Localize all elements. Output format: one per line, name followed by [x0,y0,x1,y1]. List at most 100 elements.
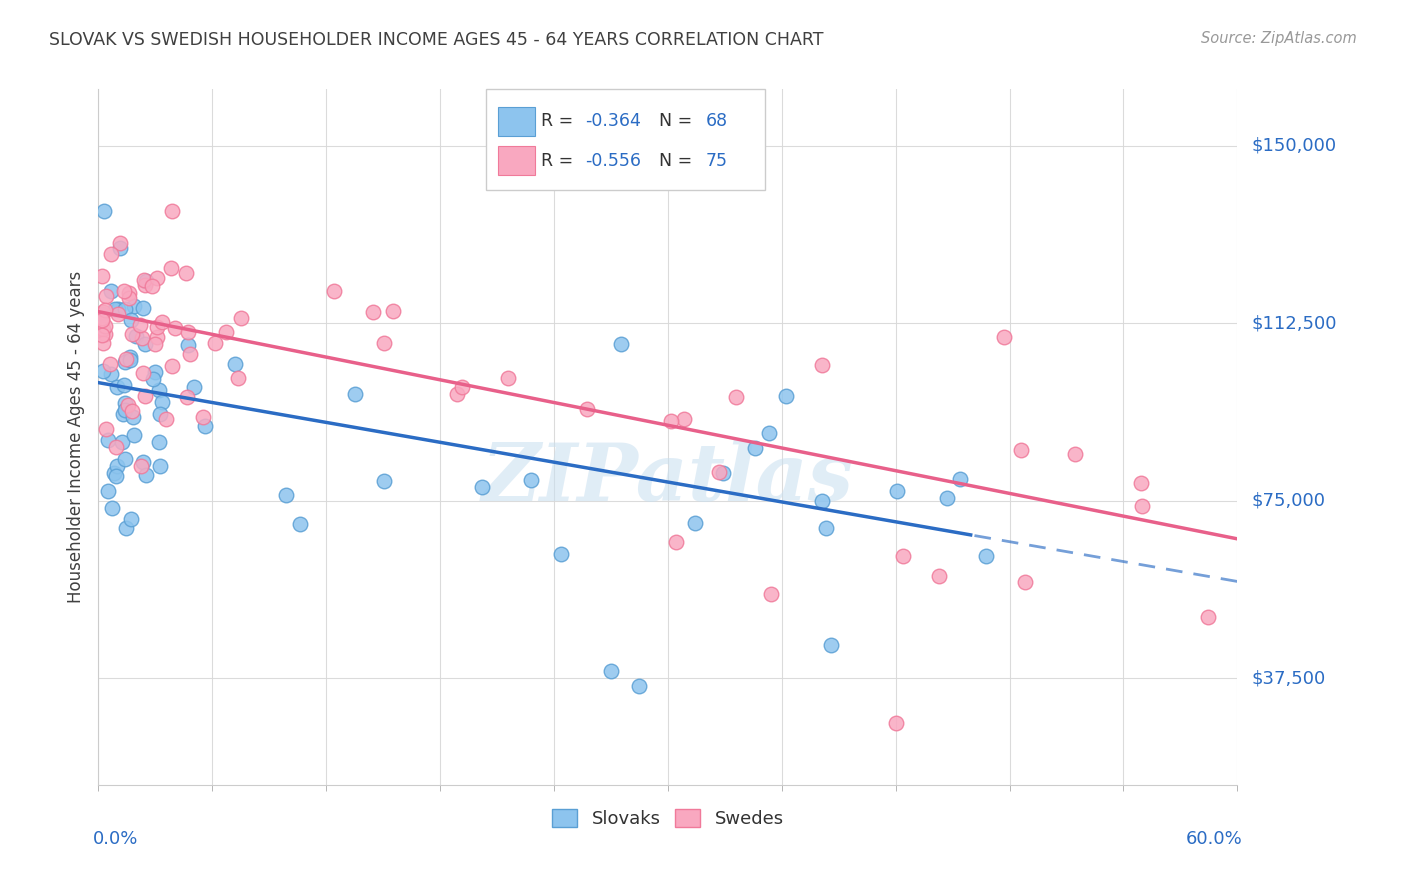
FancyBboxPatch shape [498,146,534,176]
Point [550,547,572,561]
Point [322,285,344,299]
Point [471,480,494,494]
Point [343,387,366,401]
Point [105,440,128,454]
Point [94,289,117,303]
Point [177,338,200,352]
Point [143,337,166,351]
Point [134,278,156,293]
Point [373,475,395,489]
Point [112,377,135,392]
Point [176,390,198,404]
Point [744,441,766,455]
Point [145,330,167,344]
Point [124,427,146,442]
Text: ZIPatlas: ZIPatlas [482,440,853,517]
FancyBboxPatch shape [498,106,534,136]
Point [121,403,143,417]
Point [150,315,173,329]
Point [165,320,187,334]
Point [1129,476,1152,491]
Point [107,307,129,321]
Point [100,358,122,372]
Point [114,355,136,369]
FancyBboxPatch shape [485,89,765,190]
Point [91,322,114,336]
Point [993,330,1015,344]
Point [288,517,311,532]
Point [91,268,114,283]
Text: 0.0%: 0.0% [93,830,138,848]
Text: 60.0%: 60.0% [1187,830,1243,848]
Point [125,328,148,343]
Point [114,351,136,366]
Text: 68: 68 [706,112,727,130]
Point [361,305,384,319]
Point [891,549,914,564]
Text: Source: ZipAtlas.com: Source: ZipAtlas.com [1201,31,1357,46]
Point [121,512,143,526]
Point [97,483,120,498]
Point [659,414,682,428]
Point [114,402,136,417]
Point [174,265,197,279]
Point [118,352,141,367]
Point [93,327,115,342]
Point [451,379,474,393]
Point [132,273,155,287]
Point [709,465,731,479]
Point [949,472,972,486]
Point [100,367,122,381]
Point [122,410,145,425]
Point [148,383,170,397]
Point [1132,499,1154,513]
Point [1197,610,1219,624]
Point [118,291,141,305]
Point [160,260,183,275]
Point [1010,442,1032,457]
Text: -0.364: -0.364 [585,112,641,130]
Point [665,534,688,549]
Point [373,336,395,351]
Point [134,389,156,403]
Point [711,466,734,480]
Point [936,491,959,505]
Point [498,371,520,385]
Point [112,284,135,298]
Point [97,433,120,447]
Point [179,347,201,361]
Point [600,665,623,679]
Point [758,425,780,440]
Point [94,303,117,318]
Point [162,204,184,219]
Point [224,357,246,371]
Point [129,318,152,332]
Point [886,483,908,498]
Point [811,358,834,372]
Point [884,716,907,731]
Point [928,569,950,583]
Text: $150,000: $150,000 [1251,137,1336,155]
Point [91,310,114,325]
Point [177,326,200,340]
Point [120,313,142,327]
Point [215,325,238,339]
Point [101,501,124,516]
Point [117,398,139,412]
Point [96,422,118,436]
Point [155,412,177,426]
Point [108,241,131,255]
Point [114,302,136,317]
Text: $75,000: $75,000 [1251,492,1326,510]
Point [609,337,631,351]
Point [446,387,468,401]
Point [131,331,153,345]
Point [204,335,226,350]
Point [231,311,253,326]
Point [382,304,405,318]
Point [1063,447,1085,461]
Point [91,328,114,343]
Point [148,434,170,449]
Point [91,313,114,327]
Text: 75: 75 [706,152,727,169]
